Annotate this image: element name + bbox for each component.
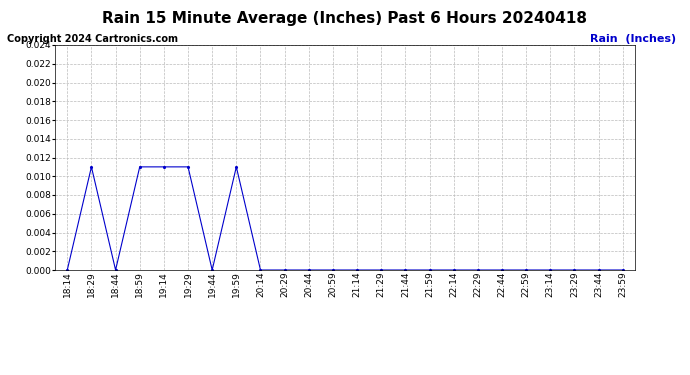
Text: Copyright 2024 Cartronics.com: Copyright 2024 Cartronics.com — [7, 34, 178, 44]
Text: Rain 15 Minute Average (Inches) Past 6 Hours 20240418: Rain 15 Minute Average (Inches) Past 6 H… — [103, 11, 587, 26]
Text: Rain  (Inches): Rain (Inches) — [590, 34, 676, 44]
